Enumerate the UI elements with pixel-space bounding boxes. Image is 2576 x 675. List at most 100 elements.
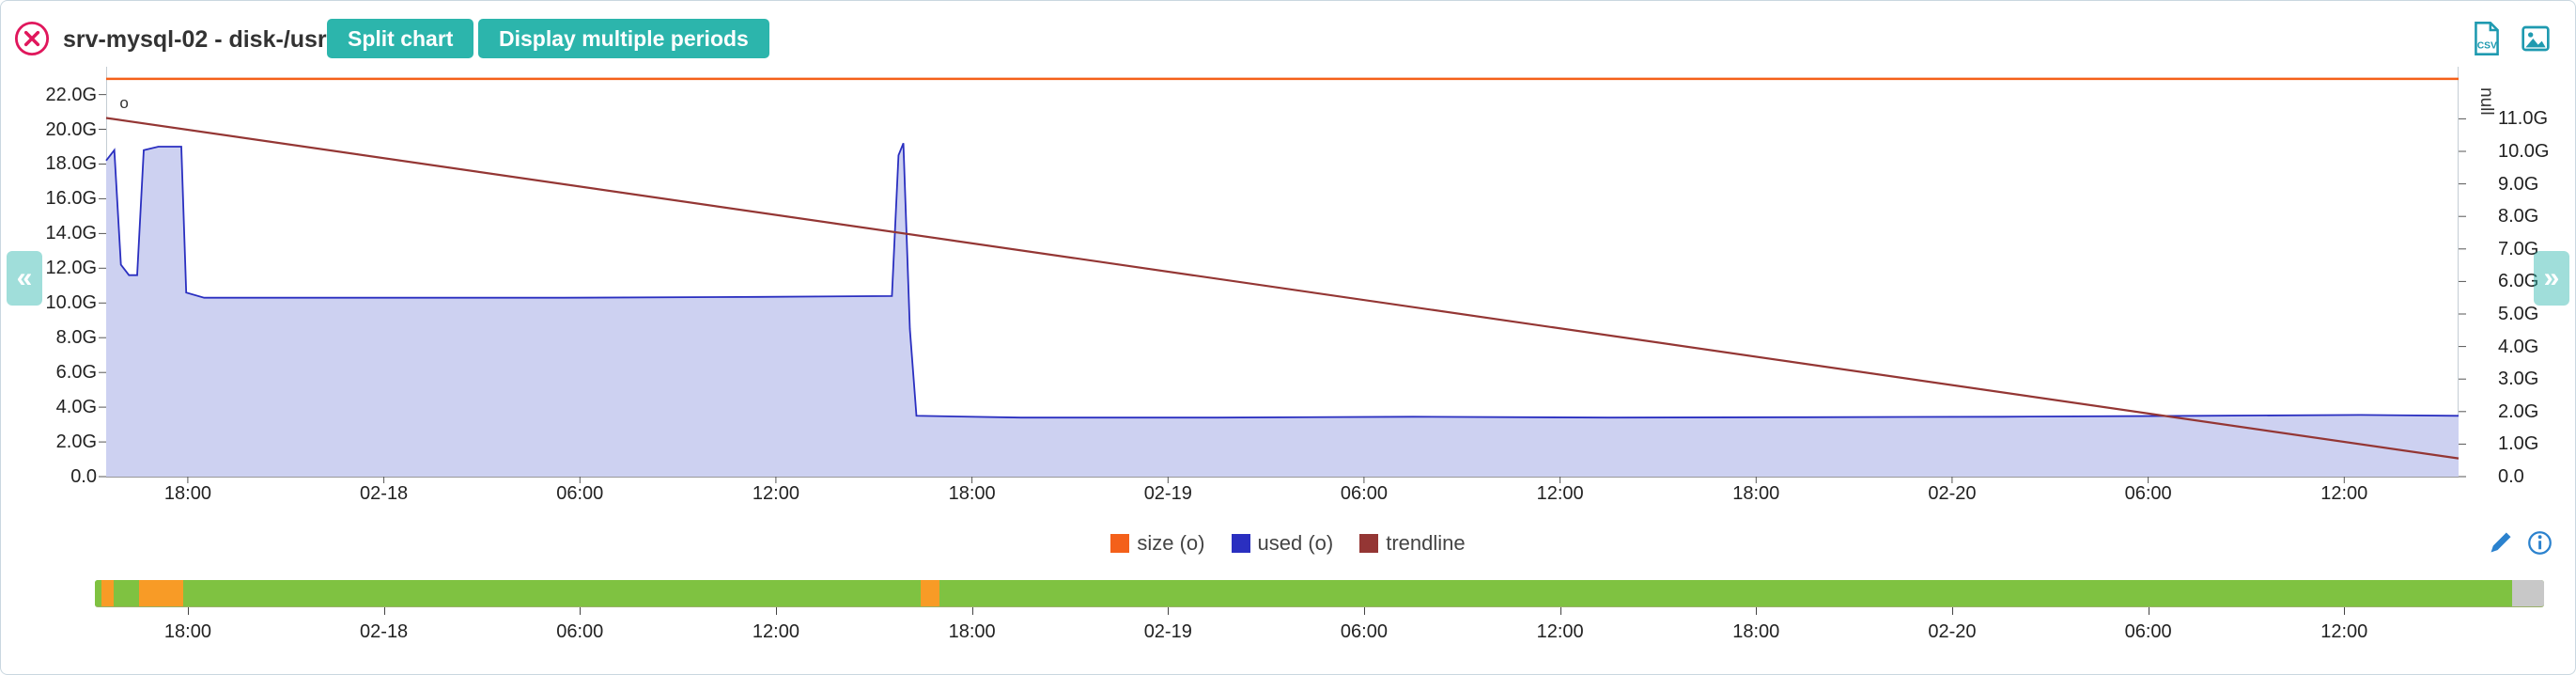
- timeline-tickmark: [1363, 607, 1365, 615]
- timeline-tickmark: [1951, 607, 1953, 615]
- y-left-tick-label: 10.0G: [45, 292, 97, 314]
- timeline-segment: [95, 580, 101, 606]
- timeline-tickmark: [971, 607, 973, 615]
- y-right-tick-label: 10.0G: [2498, 140, 2550, 162]
- y-left-tick-label: 16.0G: [45, 188, 97, 210]
- csv-export-icon[interactable]: CSV: [2472, 22, 2502, 60]
- timeline-segment: [113, 580, 139, 606]
- timeline-tick-label: 02-18: [360, 621, 409, 642]
- timeline-tick-label: 06:00: [556, 621, 604, 642]
- y-left-tick-label: 0.0: [70, 466, 97, 487]
- timeline-tickmark: [775, 607, 777, 615]
- next-period-button[interactable]: »: [2534, 251, 2569, 306]
- x-axis-tick-label: 18:00: [948, 483, 996, 504]
- previous-period-button[interactable]: «: [7, 251, 42, 306]
- timeline-tick-label: 12:00: [752, 621, 799, 642]
- y-right-tick-label: 0.0: [2498, 466, 2524, 487]
- y-right-tick-label: 11.0G: [2498, 108, 2548, 130]
- x-axis-tick-label: 18:00: [163, 483, 211, 504]
- x-axis-tick-label: 02-19: [1143, 483, 1192, 504]
- graph-title: srv-mysql-02 - disk-/usr: [63, 26, 327, 53]
- timeline-tick-label: 02-20: [1928, 621, 1977, 642]
- y-right-tick-label: 1.0G: [2498, 433, 2539, 455]
- timeline-segment: [2512, 580, 2544, 606]
- y-right-tick-label: 9.0G: [2498, 173, 2539, 195]
- timeline-tick-label: 18:00: [948, 621, 996, 642]
- timeline-segment: [920, 580, 940, 606]
- x-axis-tick-label: 12:00: [752, 483, 799, 504]
- y-left-tick-label: 4.0G: [55, 397, 97, 418]
- timeline-tick-label: 12:00: [2320, 621, 2368, 642]
- x-axis-tick-label: 18:00: [1732, 483, 1780, 504]
- y-left-tick-label: 8.0G: [55, 327, 97, 349]
- close-icon: [14, 21, 50, 56]
- y-axis-right-title: null: [2476, 87, 2496, 116]
- y-right-tick-label: 4.0G: [2498, 336, 2539, 357]
- plot-svg[interactable]: [99, 67, 2466, 490]
- x-axis-tick-label: 06:00: [1340, 483, 1388, 504]
- close-button[interactable]: [14, 21, 50, 56]
- legend-item-size[interactable]: size (o): [1110, 531, 1205, 556]
- timeline-tick-label: 06:00: [1340, 621, 1388, 642]
- timeline-tick-label: 12:00: [1536, 621, 1584, 642]
- legend-label: used (o): [1257, 531, 1334, 555]
- graph-tools: [2488, 529, 2553, 560]
- x-axis-tick-label: 02-20: [1928, 483, 1977, 504]
- timeline-segment: [138, 580, 183, 606]
- legend-item-used[interactable]: used (o): [1231, 531, 1334, 556]
- timeline-tickmark: [580, 607, 582, 615]
- x-axis-tick-label: 06:00: [556, 483, 604, 504]
- legend-label: trendline: [1386, 531, 1466, 555]
- edit-graph-icon[interactable]: [2488, 529, 2514, 560]
- trendline-swatch: [1359, 534, 1379, 553]
- y-left-tick-label: 18.0G: [45, 153, 97, 175]
- timeline-segment: [939, 580, 2513, 606]
- timeline-tickmark: [1560, 607, 1561, 615]
- graph-info-icon[interactable]: [2527, 530, 2553, 560]
- y-right-tick-label: 6.0G: [2498, 271, 2539, 292]
- timeline-tickmark: [1756, 607, 1758, 615]
- timeline-segment: [101, 580, 114, 606]
- x-axis-tick-label: 06:00: [2124, 483, 2172, 504]
- timeline-tick-label: 02-19: [1143, 621, 1192, 642]
- split-chart-button[interactable]: Split chart: [327, 19, 474, 58]
- series-used-line: [105, 142, 2460, 419]
- svg-text:CSV: CSV: [2477, 40, 2497, 51]
- graph-header: srv-mysql-02 - disk-/usr Split chart Dis…: [1, 1, 2575, 71]
- y-left-tick-label: 6.0G: [55, 362, 97, 384]
- y-left-tick-label: 2.0G: [55, 432, 97, 453]
- y-right-tick-label: 3.0G: [2498, 369, 2539, 390]
- legend: size (o) used (o) trendline: [1, 531, 2575, 556]
- legend-label: size (o): [1137, 531, 1205, 555]
- x-axis-tick-label: 12:00: [1536, 483, 1584, 504]
- x-axis-tick-label: 02-18: [360, 483, 409, 504]
- timeline: 18:00 02-18 06:00 12:00 18:00 02-19 06:00 12:00…: [95, 580, 2544, 670]
- y-right-tick-label: 7.0G: [2498, 238, 2539, 259]
- y-right-tick-label: 8.0G: [2498, 206, 2539, 228]
- export-actions: CSV: [2472, 22, 2551, 60]
- series-used-fill: [106, 143, 2459, 478]
- timeline-bar[interactable]: [95, 580, 2544, 607]
- y-left-tick-label: 14.0G: [45, 223, 97, 244]
- y-left-tick-label: 12.0G: [45, 258, 97, 279]
- timeline-tickmark: [187, 607, 189, 615]
- image-export-icon[interactable]: [2521, 24, 2551, 58]
- timeline-tickmark: [383, 607, 385, 615]
- used-swatch: [1231, 534, 1250, 553]
- y-left-tick-label: 22.0G: [45, 84, 97, 105]
- display-multiple-periods-button[interactable]: Display multiple periods: [478, 19, 769, 58]
- timeline-tickmark: [2344, 607, 2346, 615]
- timeline-tick-label: 06:00: [2124, 621, 2172, 642]
- timeline-tick-label: 18:00: [1732, 621, 1780, 642]
- timeline-tickmark: [1168, 607, 1170, 615]
- timeline-segment: [182, 580, 921, 606]
- timeline-tick-label: 18:00: [163, 621, 211, 642]
- series-trendline-line: [105, 117, 2460, 460]
- x-axis-tick-label: 12:00: [2320, 483, 2368, 504]
- y-left-tick-label: 20.0G: [45, 118, 97, 140]
- legend-item-trendline[interactable]: trendline: [1359, 531, 1466, 556]
- size-swatch: [1110, 534, 1130, 553]
- y-right-tick-label: 5.0G: [2498, 303, 2539, 324]
- annotation-marker: o: [119, 93, 129, 112]
